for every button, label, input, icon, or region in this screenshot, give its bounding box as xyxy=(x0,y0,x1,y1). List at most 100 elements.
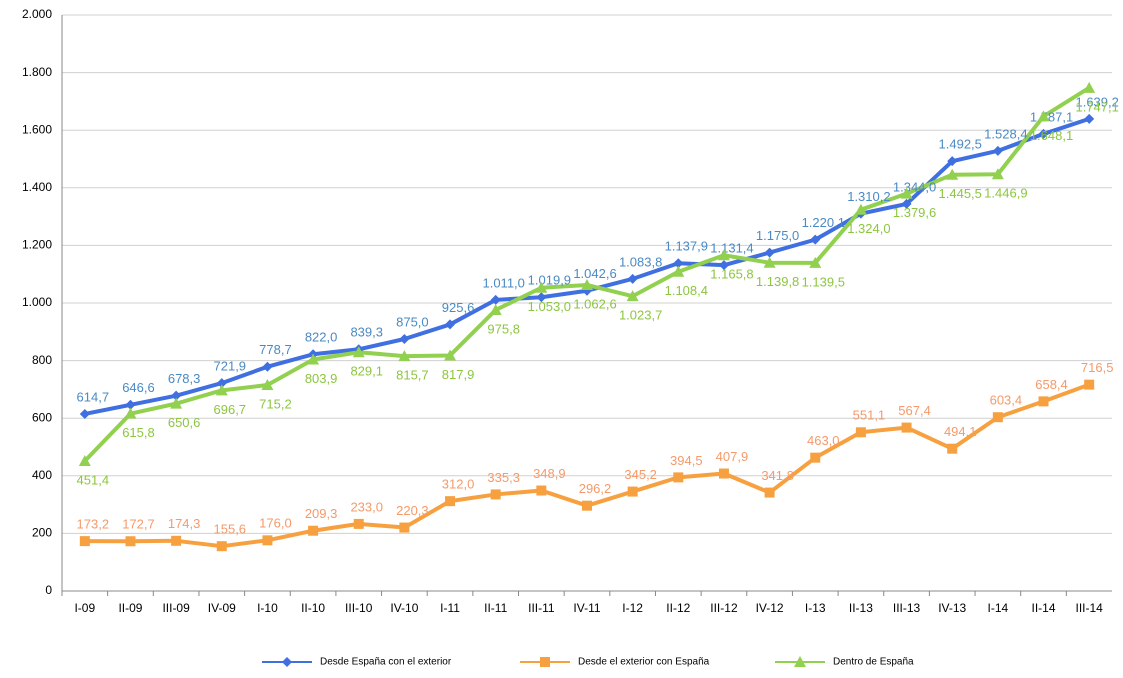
point xyxy=(399,334,410,344)
data-label: 494,1 xyxy=(944,424,977,439)
data-label: 1.175,0 xyxy=(756,228,799,243)
point xyxy=(1084,113,1095,124)
data-label: 803,9 xyxy=(305,371,338,386)
data-label: 1.648,1 xyxy=(1030,128,1073,143)
point xyxy=(399,522,410,533)
y-tick-label: 600 xyxy=(32,410,52,424)
data-label: 1.083,8 xyxy=(619,254,662,269)
point xyxy=(947,156,958,167)
data-label: 345,2 xyxy=(624,467,657,482)
point xyxy=(308,525,319,536)
y-tick-label: 1.400 xyxy=(22,180,52,194)
point xyxy=(1083,81,1096,93)
data-label: 646,6 xyxy=(122,380,155,395)
data-label: 1.053,0 xyxy=(528,299,571,314)
legend-marker xyxy=(540,657,550,667)
data-label: 174,3 xyxy=(168,516,201,531)
point xyxy=(125,399,136,410)
point xyxy=(992,412,1003,423)
data-label: 1.062,6 xyxy=(573,296,616,311)
x-tick-label: I-11 xyxy=(440,601,460,615)
x-tick-label: II-14 xyxy=(1032,601,1056,615)
data-label: 1.445,5 xyxy=(939,186,982,201)
x-tick-label: I-12 xyxy=(622,601,643,615)
point xyxy=(1084,379,1095,390)
data-label: 394,5 xyxy=(670,453,703,468)
data-label: 567,4 xyxy=(898,403,931,418)
data-label: 615,8 xyxy=(122,425,155,440)
data-label: 875,0 xyxy=(396,314,429,329)
x-tick-label: II-09 xyxy=(118,601,142,615)
x-tick-label: III-12 xyxy=(710,601,738,615)
point xyxy=(79,408,90,419)
y-tick-label: 1.600 xyxy=(22,122,52,136)
y-tick-label: 400 xyxy=(32,468,52,482)
point xyxy=(489,303,502,315)
point xyxy=(763,256,776,268)
point xyxy=(216,541,227,552)
data-label: 696,7 xyxy=(214,402,247,417)
point xyxy=(445,319,456,330)
point xyxy=(353,518,364,529)
data-label: 1.023,7 xyxy=(619,308,662,323)
data-label: 1.011,0 xyxy=(482,275,524,290)
data-label: 173,2 xyxy=(77,517,110,532)
data-label: 1.587,1 xyxy=(1030,109,1073,124)
point xyxy=(536,292,547,303)
point xyxy=(673,258,684,269)
point xyxy=(125,536,136,547)
x-tick-label: III-14 xyxy=(1075,601,1103,615)
x-tick-label: II-13 xyxy=(849,601,873,615)
x-tick-label: IV-12 xyxy=(756,601,784,615)
point xyxy=(444,349,457,361)
data-label: 1.165,8 xyxy=(710,267,753,282)
data-label: 1.446,9 xyxy=(984,186,1027,201)
point xyxy=(171,390,182,401)
y-tick-label: 800 xyxy=(32,353,52,367)
x-tick-label: IV-09 xyxy=(208,601,236,615)
data-label: 296,2 xyxy=(579,481,612,496)
data-label: 1.139,8 xyxy=(756,274,799,289)
point xyxy=(627,486,638,497)
point xyxy=(171,535,182,546)
data-label: 1.324,0 xyxy=(847,221,890,236)
data-label: 829,1 xyxy=(350,364,383,379)
point xyxy=(536,485,547,496)
x-tick-label: IV-13 xyxy=(938,601,966,615)
x-tick-label: III-09 xyxy=(162,601,190,615)
data-label: 1.131,4 xyxy=(710,241,753,256)
data-label: 721,9 xyxy=(214,359,247,374)
y-tick-label: 1.200 xyxy=(22,238,52,252)
data-label: 1.137,9 xyxy=(665,239,708,254)
point xyxy=(718,260,729,271)
point xyxy=(1038,128,1049,139)
point xyxy=(901,422,912,433)
point xyxy=(947,443,958,454)
point xyxy=(946,168,959,180)
point xyxy=(718,468,729,479)
data-label: 1.220,1 xyxy=(802,215,845,230)
x-tick-label: III-13 xyxy=(893,601,921,615)
data-label: 614,7 xyxy=(77,389,110,404)
point xyxy=(717,249,730,261)
data-label: 1.042,6 xyxy=(573,266,616,281)
legend-label: Dentro de España xyxy=(833,657,914,668)
data-label: 312,0 xyxy=(442,477,475,492)
point xyxy=(810,234,821,245)
data-label: 220,3 xyxy=(396,503,429,518)
point xyxy=(262,361,273,372)
point xyxy=(262,535,273,546)
data-label: 1.639,2 xyxy=(1075,94,1118,109)
point xyxy=(627,273,638,284)
x-tick-label: I-10 xyxy=(257,601,278,615)
point xyxy=(78,454,91,466)
y-tick-label: 200 xyxy=(32,526,52,540)
legend-marker xyxy=(794,656,806,667)
x-tick-label: I-13 xyxy=(805,601,826,615)
y-tick-label: 0 xyxy=(45,583,52,597)
data-label: 451,4 xyxy=(77,472,110,487)
data-label: 335,3 xyxy=(487,470,520,485)
data-label: 817,9 xyxy=(442,367,475,382)
point xyxy=(672,265,685,277)
data-label: 678,3 xyxy=(168,371,201,386)
